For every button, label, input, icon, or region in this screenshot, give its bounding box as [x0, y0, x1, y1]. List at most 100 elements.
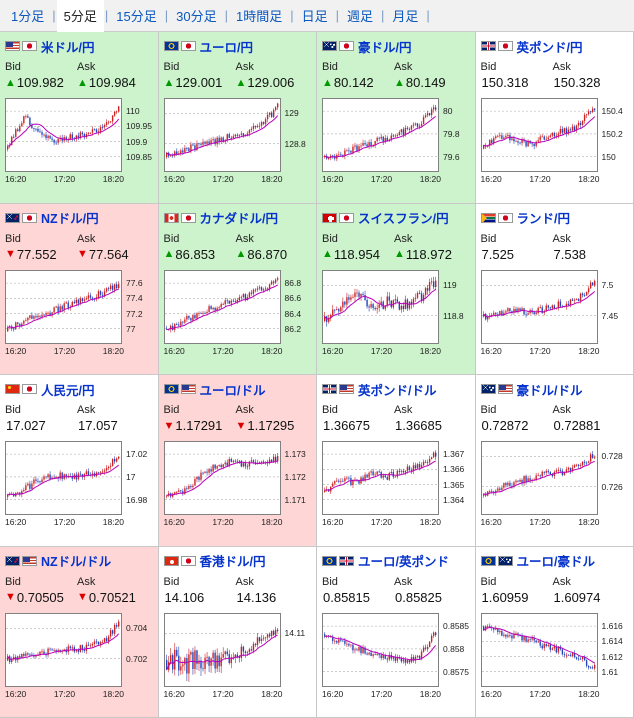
ask-value: 0.72881: [553, 418, 601, 433]
pair-name-link[interactable]: 英ポンド/円: [516, 40, 583, 55]
bid-label: Bid: [322, 61, 338, 73]
bid-value: 80.142: [333, 75, 374, 90]
eu-flag-icon: [163, 41, 179, 51]
bid-value: 7.525: [481, 246, 515, 262]
bid-ask-labels: Bid Ask: [481, 576, 634, 589]
timeframe-tab-5[interactable]: 1時間足: [229, 0, 289, 32]
currency-pair-panel-11[interactable]: 英ポンド/ドル Bid Ask 1.36675 1.36685 1.367 1.3…: [317, 375, 476, 547]
bid-ask-values: 1.36675 1.36685: [322, 417, 475, 434]
bid-ask-values: 0.72872 0.72881: [481, 417, 634, 434]
timeframe-tab-label: 1時間足: [235, 9, 283, 24]
pair-name-link[interactable]: ユーロ/豪ドル: [516, 555, 595, 569]
currency-pair-panel-7[interactable]: スイスフラン/円 Bid Ask ▲ 118.954 ▲ 118.972 119 11…: [317, 203, 476, 375]
time-tick-label: 18:20: [261, 345, 283, 356]
currency-pair-panel-8[interactable]: ランド/円 Bid Ask 7.525 7.538 7.5 7.45 16:20 1…: [475, 203, 634, 375]
candlestick-chart: [163, 441, 281, 515]
pair-name-link[interactable]: 豪ドル/ドル: [516, 383, 583, 398]
pair-name-link[interactable]: NZドル/円: [41, 212, 99, 226]
time-tick-label: 18:20: [102, 688, 124, 699]
currency-pair-panel-12[interactable]: 豪ドル/ドル Bid Ask 0.72872 0.72881 0.728 0.72…: [475, 375, 634, 547]
price-tick-label: 77: [126, 323, 136, 334]
chart-area: 86.8 86.6 86.4 86.2: [163, 269, 317, 344]
currency-pair-panel-5[interactable]: NZドル/円 Bid Ask ▼ 77.552 ▼ 77.564 77.6 77.4 7…: [0, 203, 159, 375]
currency-pair-panel-9[interactable]: 人民元/円 Bid Ask 17.027 17.057 17.02 17 16.98…: [0, 375, 159, 547]
price-tick-label: 119: [443, 279, 457, 290]
timeframe-tab-label: 30分足: [176, 9, 217, 24]
price-tick-label: 150.2: [601, 129, 623, 139]
ask-label: Ask: [552, 232, 571, 245]
price-axis: 77.6 77.4 77.2 77: [124, 270, 158, 344]
chart-area: 80 79.8 79.6: [322, 98, 475, 172]
currency-pair-panel-10[interactable]: ユーロ/ドル Bid Ask ▼ 1.17291 ▼ 1.17295 1.173 1.…: [158, 375, 317, 547]
ask-label: Ask: [394, 61, 413, 73]
cn-flag-icon: [5, 384, 20, 394]
pair-name-link[interactable]: NZドル/ドル: [41, 555, 112, 569]
timeframe-tab-label: 5分足: [63, 9, 97, 24]
timeframe-tab-1[interactable]: 1分足: [4, 0, 51, 32]
candlestick-chart: [5, 441, 122, 515]
currency-pair-panel-3[interactable]: 豪ドル/円 Bid Ask ▲ 80.142 ▲ 80.149 80 79.8 79.6…: [317, 32, 476, 204]
timeframe-tab-4[interactable]: 30分足: [169, 0, 223, 32]
pair-name-link[interactable]: 豪ドル/円: [358, 40, 412, 55]
currency-pair-panel-4[interactable]: 英ポンド/円 Bid Ask 150.318 150.328 150.4 150.…: [475, 32, 634, 204]
price-tick-label: 80: [443, 106, 453, 116]
currency-pair-panel-1[interactable]: 米ドル/円 Bid Ask ▲ 109.982 ▲ 109.984 110 109.9…: [0, 32, 159, 204]
pair-name-link[interactable]: 米ドル/円: [41, 40, 95, 55]
ca-flag-icon: [163, 212, 179, 223]
tab-separator: |: [426, 8, 430, 23]
price-tick-label: 0.8575: [443, 666, 469, 677]
time-tick-label: 18:20: [261, 688, 283, 699]
pair-name-link[interactable]: ユーロ/英ポンド: [358, 555, 449, 569]
bid-label: Bid: [5, 61, 21, 73]
jp-flag-icon: [22, 41, 37, 51]
timeframe-tab-2[interactable]: 5分足: [56, 0, 104, 32]
time-tick-label: 18:20: [419, 174, 441, 184]
chart-area: 0.704 0.702: [5, 612, 158, 687]
ask-label: Ask: [394, 575, 413, 588]
pair-name-link[interactable]: カナダドル/円: [199, 212, 278, 226]
currency-pair-panel-2[interactable]: ユーロ/円 Bid Ask ▲ 129.001 ▲ 129.006 129 128.8…: [158, 32, 317, 204]
price-tick-label: 86.8: [284, 277, 302, 288]
timeframe-tab-label: 15分足: [116, 9, 157, 24]
currency-pair-panel-13[interactable]: NZドル/ドル Bid Ask ▼ 0.70505 ▼ 0.70521 0.704 0…: [0, 546, 159, 718]
candlestick-chart: [163, 269, 281, 344]
pair-name-link[interactable]: ユーロ/ドル: [199, 383, 266, 398]
currency-pair-panel-16[interactable]: ユーロ/豪ドル Bid Ask 1.60959 1.60974 1.616 1.6…: [475, 546, 634, 718]
currency-pair-panel-6[interactable]: カナダドル/円 Bid Ask ▲ 86.853 ▲ 86.870 86.8 86.6…: [158, 203, 317, 375]
time-axis: 16:20 17:20 18:20: [5, 689, 124, 699]
price-tick-label: 86.2: [284, 323, 302, 334]
bid-ask-labels: Bid Ask: [164, 404, 317, 417]
candlestick-chart: [480, 612, 598, 687]
price-tick-label: 109.9: [126, 137, 148, 147]
jp-flag-icon: [497, 212, 513, 223]
pair-name-link[interactable]: 人民元/円: [41, 383, 95, 398]
timeframe-tab-8[interactable]: 月足: [385, 0, 425, 32]
time-tick-label: 17:20: [53, 688, 76, 699]
bid-ask-labels: Bid Ask: [164, 576, 317, 589]
price-tick-label: 14.11: [284, 627, 306, 638]
price-tick-label: 128.8: [284, 139, 306, 149]
ask-value: 86.870: [247, 246, 288, 262]
currency-pair-panel-15[interactable]: ユーロ/英ポンド Bid Ask 0.85815 0.85825 0.8585 0…: [317, 546, 476, 718]
price-tick-label: 16.98: [126, 495, 148, 505]
pair-header: カナダドル/円: [163, 210, 317, 226]
jp-flag-icon: [180, 555, 196, 566]
pair-name-link[interactable]: スイスフラン/円: [358, 212, 449, 226]
bid-ask-labels: Bid Ask: [322, 61, 475, 74]
ask-value: 14.136: [236, 589, 277, 605]
price-tick-label: 1.614: [601, 635, 623, 646]
price-tick-label: 110: [126, 106, 140, 116]
pair-name-link[interactable]: 香港ドル/円: [199, 555, 266, 569]
pair-name-link[interactable]: ランド/円: [516, 212, 570, 226]
price-tick-label: 150.4: [601, 106, 623, 116]
currency-pair-panel-14[interactable]: 香港ドル/円 Bid Ask 14.106 14.136 14.11 16:20…: [158, 546, 317, 718]
timeframe-tab-3[interactable]: 15分足: [109, 0, 163, 32]
pair-name-link[interactable]: 英ポンド/ドル: [358, 383, 437, 398]
bid-label: Bid: [163, 575, 180, 588]
pair-name-link[interactable]: ユーロ/円: [199, 40, 253, 55]
time-tick-label: 18:20: [419, 345, 441, 356]
candlestick-chart: [480, 441, 598, 515]
timeframe-tab-7[interactable]: 週足: [340, 0, 380, 32]
ask-value: 1.60974: [553, 589, 601, 605]
timeframe-tab-6[interactable]: 日足: [295, 0, 335, 32]
